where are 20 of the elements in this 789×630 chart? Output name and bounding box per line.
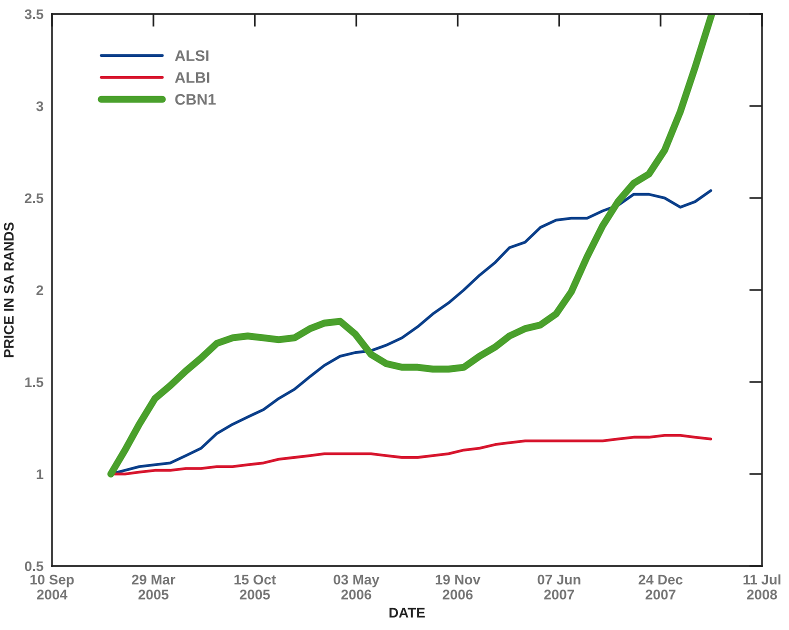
x-tick-label: 15 Oct 2005 — [234, 574, 276, 600]
y-axis-title: PRICE IN SA RANDS — [4, 222, 14, 358]
y-tick-label: 3 — [36, 101, 44, 112]
x-tick-label: 11 Jul 2008 — [744, 574, 780, 600]
y-tick-label: 1.5 — [25, 377, 44, 388]
x-tick-label: 19 Nov 2006 — [436, 574, 480, 600]
y-tick-label: 1 — [36, 469, 44, 480]
x-tick-label: 10 Sep 2004 — [30, 574, 74, 600]
x-tick-label: 03 May 2006 — [334, 574, 380, 600]
x-tick-label: 29 Mar 2005 — [132, 574, 176, 600]
y-tick-label: 2.5 — [24, 193, 44, 204]
x-tick-label: 07 Jun 2007 — [538, 574, 580, 600]
legend-label: ALBI — [174, 72, 210, 83]
y-tick-label: 2 — [36, 285, 44, 296]
x-axis-title: DATE — [390, 608, 425, 618]
legend-label: CBN1 — [175, 94, 216, 105]
x-tick-label: 24 Dec 2007 — [638, 574, 683, 600]
y-tick-label: 3.5 — [24, 9, 44, 20]
legend-label: ALSI — [174, 50, 208, 62]
y-tick-label: 0.5 — [24, 561, 44, 572]
